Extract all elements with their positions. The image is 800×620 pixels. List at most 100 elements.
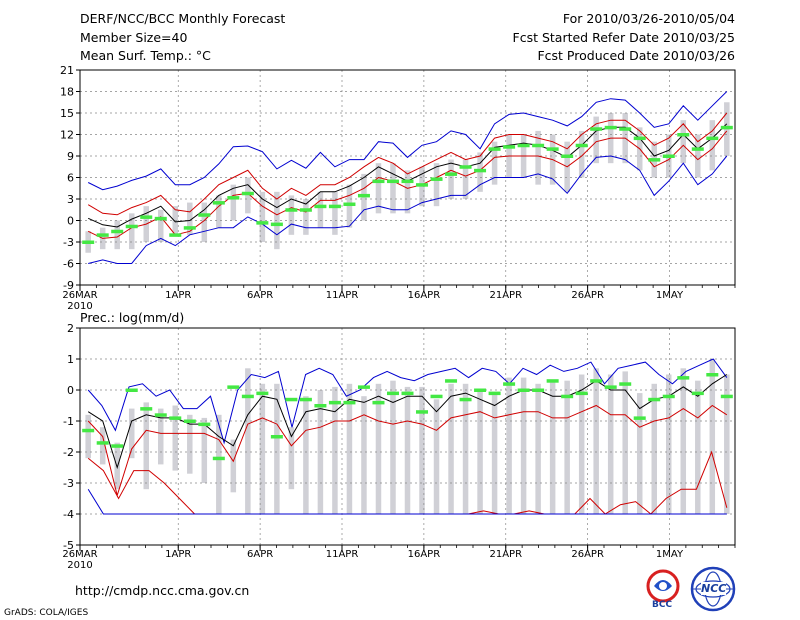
spread-box <box>724 374 730 514</box>
observation-marker <box>96 441 109 445</box>
observation-marker <box>633 416 646 420</box>
x-tick-label: 6APR <box>247 549 273 560</box>
observation-marker <box>416 183 429 187</box>
spread-box <box>128 213 135 250</box>
observation-marker <box>314 204 327 209</box>
y-tick-label: -1 <box>63 415 74 428</box>
observation-marker <box>111 444 124 448</box>
grads-credit: GrADS: COLA/IGES <box>4 608 89 618</box>
ncc-logo: NCC <box>690 566 736 612</box>
observation-marker <box>459 397 472 402</box>
observation-marker <box>256 391 269 396</box>
spread-box <box>143 402 149 490</box>
y-tick-label: 12 <box>60 129 74 142</box>
observation-marker <box>314 404 327 408</box>
observation-marker <box>227 385 240 389</box>
observation-marker <box>125 224 138 229</box>
observation-marker <box>604 385 617 389</box>
source-url[interactable]: http://cmdp.ncc.cma.gov.cn <box>75 583 250 598</box>
x-tick-label: 11APR <box>326 290 359 301</box>
spread-box <box>375 383 382 514</box>
spread-box <box>462 383 469 514</box>
series-min-line <box>87 488 727 515</box>
x-tick-label: 1APR <box>165 290 191 301</box>
x-tick-label: 21APR <box>489 290 522 301</box>
spread-box <box>549 380 556 514</box>
observation-marker <box>169 416 182 420</box>
bcc-logo-text: BCC <box>652 600 673 610</box>
observation-marker <box>270 222 283 227</box>
series-lower-line <box>87 404 728 498</box>
observation-marker <box>372 179 385 184</box>
x-tick-label: 1APR <box>165 549 191 560</box>
forecast-started-date: Fcst Started Refer Date 2010/03/25 <box>512 30 736 45</box>
observation-marker <box>183 419 196 423</box>
observation-marker <box>285 208 298 212</box>
x-tick-label: 26MAR <box>62 549 97 560</box>
spread-box <box>201 417 208 483</box>
spread-box <box>462 159 469 199</box>
series-max-line <box>87 358 728 445</box>
observation-marker <box>474 388 487 392</box>
spread-box <box>332 191 338 235</box>
observation-marker <box>241 191 254 196</box>
y-tick-label: 1 <box>67 353 74 366</box>
observation-marker <box>372 400 385 405</box>
observation-marker <box>633 136 646 141</box>
y-tick-label: 21 <box>60 64 74 77</box>
spread-box <box>404 170 411 214</box>
observation-marker <box>198 422 211 427</box>
observation-marker <box>82 428 95 433</box>
spread-box <box>709 359 716 514</box>
spread-box <box>535 130 541 185</box>
spread-box <box>448 159 454 199</box>
spread-box <box>448 383 454 514</box>
observation-marker <box>416 410 429 414</box>
spread-box <box>491 141 498 185</box>
spread-box <box>419 386 425 514</box>
observation-marker <box>445 172 458 176</box>
observation-marker <box>532 388 545 392</box>
spread-box <box>114 220 120 250</box>
y-tick-label: 9 <box>67 150 74 163</box>
observation-marker <box>111 229 124 234</box>
observation-marker <box>401 391 414 396</box>
observation-marker <box>706 136 719 141</box>
x-tick-label: 26APR <box>571 290 604 301</box>
y-tick-label: -2 <box>63 446 74 459</box>
observation-marker <box>691 391 704 396</box>
observation-marker <box>343 400 356 405</box>
observation-marker <box>575 143 588 148</box>
spread-box <box>332 386 338 514</box>
spread-box <box>506 377 512 514</box>
y-tick-label: -5 <box>63 539 74 552</box>
spread-box <box>636 393 643 514</box>
spread-box <box>535 383 541 514</box>
observation-marker <box>619 382 632 386</box>
forecast-produced-date: Fcst Produced Date 2010/03/26 <box>537 48 735 63</box>
y-tick-label: 0 <box>67 384 74 397</box>
observation-marker <box>546 147 559 151</box>
observation-marker <box>561 394 574 399</box>
observation-marker <box>546 379 559 383</box>
spread-box <box>404 386 411 514</box>
observation-marker <box>154 216 167 221</box>
spread-box <box>317 191 324 228</box>
observation-marker <box>154 413 167 417</box>
spread-box <box>259 383 266 514</box>
spread-box <box>230 439 237 493</box>
observation-marker <box>474 168 487 173</box>
y-tick-label: -4 <box>63 508 74 521</box>
observation-marker <box>343 202 356 207</box>
x-tick-label: 11APR <box>326 549 359 560</box>
series-max-line <box>87 91 728 191</box>
spread-box <box>491 393 498 514</box>
x-tick-label: 1MAY <box>656 549 684 560</box>
spread-box <box>390 163 396 214</box>
spread-box <box>274 383 280 514</box>
observation-marker <box>357 193 370 198</box>
x-tick-label: 1MAY <box>656 290 684 301</box>
observation-marker <box>503 382 516 386</box>
spread-box <box>128 408 135 459</box>
spread-box <box>158 408 164 465</box>
